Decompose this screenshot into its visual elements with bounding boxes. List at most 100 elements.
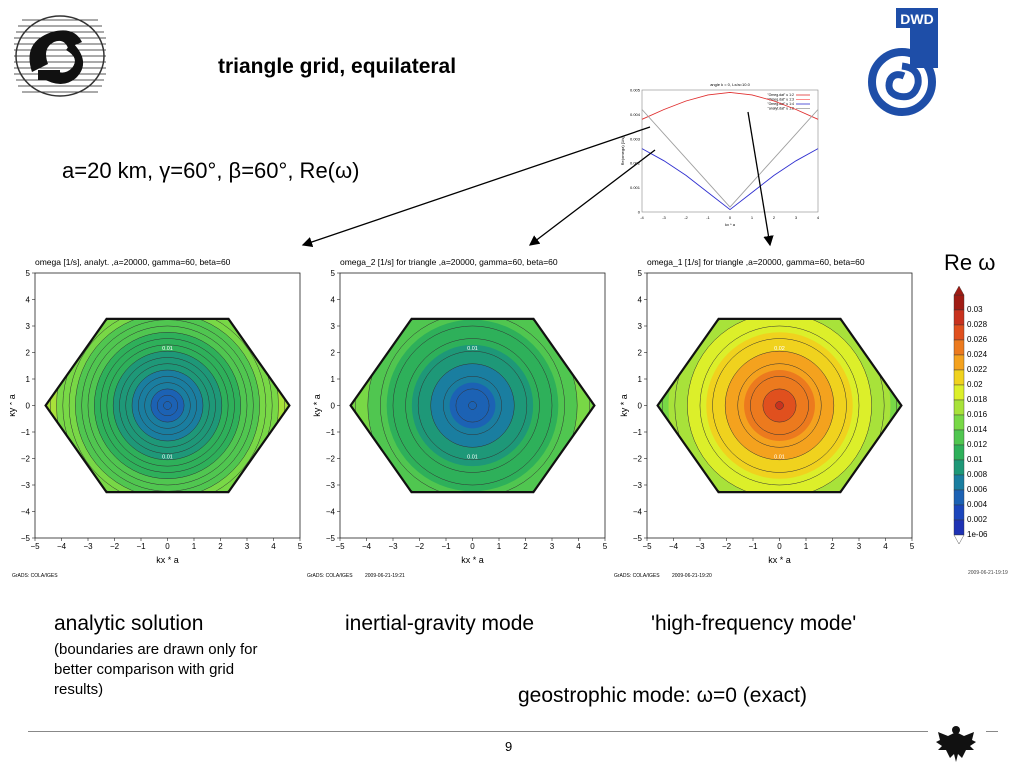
y-tick-label: −4 bbox=[326, 508, 336, 517]
line-chart-x-tick: 2 bbox=[773, 215, 776, 220]
colorbar-level-label: 0.024 bbox=[967, 350, 988, 359]
y-tick-label: −4 bbox=[633, 508, 643, 517]
line-chart-y-tick: 0.005 bbox=[630, 88, 641, 93]
footer-divider-right bbox=[986, 731, 998, 732]
y-tick-label: −5 bbox=[633, 534, 643, 543]
slide-title: triangle grid, equilateral bbox=[218, 55, 457, 78]
y-tick-label: −3 bbox=[21, 481, 31, 490]
hex-boundary bbox=[656, 317, 903, 494]
colorbar-timestamp: 2009-06-21-19:19 bbox=[968, 570, 1008, 576]
x-tick-label: −1 bbox=[748, 542, 758, 551]
line-chart-y-tick: 0.002 bbox=[630, 161, 641, 166]
colorbar-level-label: 0.006 bbox=[967, 485, 988, 494]
contour-label: 0.01 bbox=[101, 306, 112, 312]
high-frequency-contour-plot: omega_1 [1/s] for triangle ,a=20000, gam… bbox=[614, 257, 915, 579]
grads-credit: GrADS: COLA/IGES bbox=[307, 573, 353, 579]
colorbar-level-label: 0.014 bbox=[967, 425, 988, 434]
contour-label: 0.02 bbox=[774, 346, 785, 352]
line-chart-legend-entry: "analyt.dat" u 1:8 bbox=[768, 107, 794, 111]
x-tick-label: −3 bbox=[388, 542, 398, 551]
y-axis-label: ky * a bbox=[312, 394, 322, 417]
colorbar-swatch bbox=[953, 414, 965, 431]
colorbar-level-label: 0.03 bbox=[967, 305, 983, 314]
colorbar-level-label: 0.026 bbox=[967, 335, 988, 344]
colorbar-swatch bbox=[953, 369, 965, 386]
line-chart-y-tick: 0.001 bbox=[630, 185, 641, 190]
colorbar-swatch bbox=[953, 489, 965, 506]
colorbar-swatch bbox=[953, 504, 965, 521]
line-chart-series bbox=[641, 109, 819, 208]
y-tick-label: −5 bbox=[21, 534, 31, 543]
y-tick-label: 1 bbox=[26, 375, 31, 384]
line-chart-y-tick: 0.004 bbox=[630, 112, 641, 117]
x-tick-label: −5 bbox=[335, 542, 345, 551]
y-tick-label: −4 bbox=[21, 508, 31, 517]
y-tick-label: −1 bbox=[21, 428, 31, 437]
colorbar-bottom-arrow bbox=[953, 534, 965, 545]
page-number: 9 bbox=[505, 739, 513, 754]
line-chart-x-tick: 0 bbox=[729, 215, 732, 220]
contour-fill-group bbox=[45, 318, 290, 493]
grads-timestamp: 2009-06-21-19:20 bbox=[672, 573, 712, 579]
dwd-logo-text: DWD bbox=[900, 11, 933, 27]
colorbar-swatch bbox=[953, 474, 965, 491]
x-tick-label: 5 bbox=[603, 542, 608, 551]
x-tick-label: −5 bbox=[30, 542, 40, 551]
colorbar-swatch bbox=[953, 309, 965, 326]
dispersion-line-chart: angle k = 0, Lx/a=10.0 -4 -3 -2 -1 0 1 2 3 4 0 0.00… bbox=[618, 80, 828, 230]
line-chart-x-tick: 3 bbox=[795, 215, 798, 220]
contour-label: 0.01 bbox=[406, 306, 417, 312]
y-tick-label: 0 bbox=[26, 402, 31, 411]
x-tick-label: −1 bbox=[441, 542, 451, 551]
x-tick-label: −2 bbox=[110, 542, 120, 551]
contour-label: 0.01 bbox=[101, 497, 112, 503]
x-tick-label: 0 bbox=[470, 542, 475, 551]
panel-title: omega_1 [1/s] for triangle ,a=20000, gam… bbox=[647, 257, 865, 267]
colorbar-swatch bbox=[953, 354, 965, 371]
analytic-contour-plot: omega [1/s], analyt. ,a=20000, gamma=60,… bbox=[10, 257, 303, 579]
line-chart-x-tick: 1 bbox=[751, 215, 754, 220]
line-chart-x-tick: -2 bbox=[684, 215, 688, 220]
x-tick-label: 0 bbox=[777, 542, 782, 551]
line-chart-x-tick: -4 bbox=[640, 215, 644, 220]
x-tick-label: −4 bbox=[669, 542, 679, 551]
y-tick-label: 1 bbox=[331, 375, 336, 384]
hex-boundary bbox=[349, 317, 596, 494]
x-axis-label: kx * a bbox=[768, 555, 791, 565]
colorbar-swatch bbox=[953, 294, 965, 311]
y-tick-label: 1 bbox=[638, 375, 643, 384]
line-chart-x-tick: 4 bbox=[817, 215, 820, 220]
colorbar-swatch bbox=[953, 459, 965, 476]
line-chart-legend-entry: "Omeg.dat" u 1:2 bbox=[767, 93, 794, 97]
caption-highfreq: 'high-frequency mode' bbox=[651, 612, 857, 635]
hex-boundary bbox=[44, 317, 291, 494]
colorbar-level-label: 0.012 bbox=[967, 440, 988, 449]
y-tick-label: −3 bbox=[633, 481, 643, 490]
contour-label: 0.02 bbox=[835, 306, 846, 312]
colorbar: 0.03 0.028 0.026 0.024 0.022 0.02 0.018 0.016 0.… bbox=[953, 285, 988, 545]
federal-eagle-icon bbox=[936, 726, 976, 762]
caption-inertial: inertial-gravity mode bbox=[345, 612, 535, 635]
contour-label: 0.01 bbox=[223, 306, 234, 312]
x-tick-label: −1 bbox=[136, 542, 146, 551]
y-tick-label: 2 bbox=[638, 349, 643, 358]
caption-geostrophic: geostrophic mode: ω=0 (exact) bbox=[518, 684, 807, 707]
panel-title: omega_2 [1/s] for triangle ,a=20000, gam… bbox=[340, 257, 558, 267]
y-tick-label: 4 bbox=[26, 296, 31, 305]
y-tick-label: 4 bbox=[638, 296, 643, 305]
colorbar-level-label: 0.02 bbox=[967, 380, 983, 389]
caption-analytic-note-line-2: better comparison with grid bbox=[54, 661, 235, 678]
x-tick-label: 1 bbox=[804, 542, 809, 551]
caption-analytic-note-line-3: results) bbox=[54, 681, 104, 698]
contour-label: 0.01 bbox=[162, 346, 173, 352]
contour-band bbox=[468, 401, 477, 410]
caption-analytic-note: (boundaries are drawn only for better co… bbox=[54, 640, 304, 700]
x-tick-label: 5 bbox=[910, 542, 915, 551]
line-chart-y-label: Re(omega) [1/s] bbox=[620, 137, 625, 166]
y-tick-label: −1 bbox=[633, 428, 643, 437]
caption-analytic-note-line-1: (boundaries are drawn only for bbox=[54, 641, 258, 658]
y-tick-label: 0 bbox=[638, 402, 643, 411]
colorbar-swatch bbox=[953, 399, 965, 416]
left-institute-logo bbox=[14, 15, 106, 97]
